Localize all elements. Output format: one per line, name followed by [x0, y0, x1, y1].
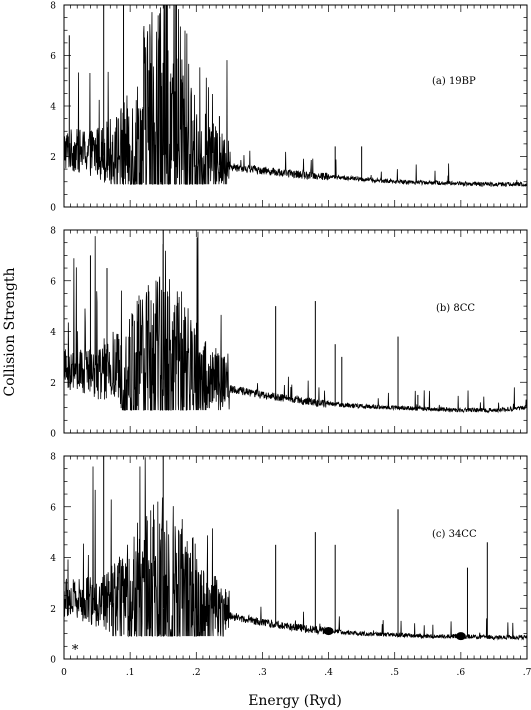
y-tick-label: 4 — [50, 554, 56, 564]
panel-c-spectrum-line — [63, 457, 528, 641]
x-tick-label: .3 — [258, 668, 267, 678]
x-tick-label: .5 — [390, 668, 399, 678]
x-tick-label: .6 — [457, 668, 466, 678]
panel-c-ytick-labels: 0 2 4 6 8 — [50, 453, 56, 666]
y-tick-label: 2 — [50, 379, 56, 389]
y-tick-label: 8 — [50, 453, 56, 463]
resonance-blob — [455, 632, 466, 641]
resonance-blob — [323, 627, 334, 636]
panel-c-label: (c) 34CC — [432, 529, 477, 540]
panel-b-spectrum-line — [63, 231, 528, 414]
y-tick-label: 8 — [50, 227, 56, 237]
panel-a-label: (a) 19BP — [432, 76, 476, 87]
panel-c-star-marker: * — [72, 643, 79, 658]
y-tick-label: 0 — [50, 656, 56, 666]
y-tick-label: 6 — [50, 52, 56, 62]
x-tick-label: 0 — [61, 668, 67, 678]
y-tick-label: 0 — [50, 204, 56, 214]
panel-c: 0 2 4 6 8 0 .1 .2 .3 .4 .5 .6 .7 (c) 34CC * — [50, 453, 531, 679]
x-tick-label: .4 — [324, 668, 333, 678]
y-tick-label: 6 — [50, 503, 56, 513]
panel-c-blobs — [323, 627, 466, 641]
panel-a-peaks — [68, 5, 363, 180]
x-tick-label: .2 — [192, 668, 201, 678]
x-tick-label: .1 — [126, 668, 135, 678]
y-tick-label: 2 — [50, 153, 56, 163]
y-tick-label: 2 — [50, 605, 56, 615]
panel-a-ticks — [63, 4, 528, 208]
y-tick-label: 4 — [50, 103, 56, 113]
y-axis-label: Collision Strength — [2, 268, 18, 397]
y-tick-label: 8 — [50, 2, 56, 12]
panel-a-spectrum-line — [63, 4, 528, 188]
y-tick-label: 4 — [50, 328, 56, 338]
panel-b-peaks — [89, 230, 419, 409]
x-axis-label: Energy (Ryd) — [248, 693, 342, 709]
panel-b: 0 2 4 6 8 (b) 8CC — [50, 227, 528, 440]
panel-b-label: (b) 8CC — [436, 303, 475, 314]
panel-a-ytick-labels: 0 2 4 6 8 — [50, 2, 56, 214]
panel-c-peaks — [103, 456, 488, 638]
panel-a: 0 2 4 6 8 (a) 19BP — [50, 2, 528, 214]
panel-c-xtick-labels: 0 .1 .2 .3 .4 .5 .6 .7 — [61, 668, 531, 678]
y-tick-label: 0 — [50, 430, 56, 440]
x-tick-label: .7 — [523, 668, 531, 678]
panel-b-ytick-labels: 0 2 4 6 8 — [50, 227, 56, 440]
y-tick-label: 6 — [50, 277, 56, 287]
